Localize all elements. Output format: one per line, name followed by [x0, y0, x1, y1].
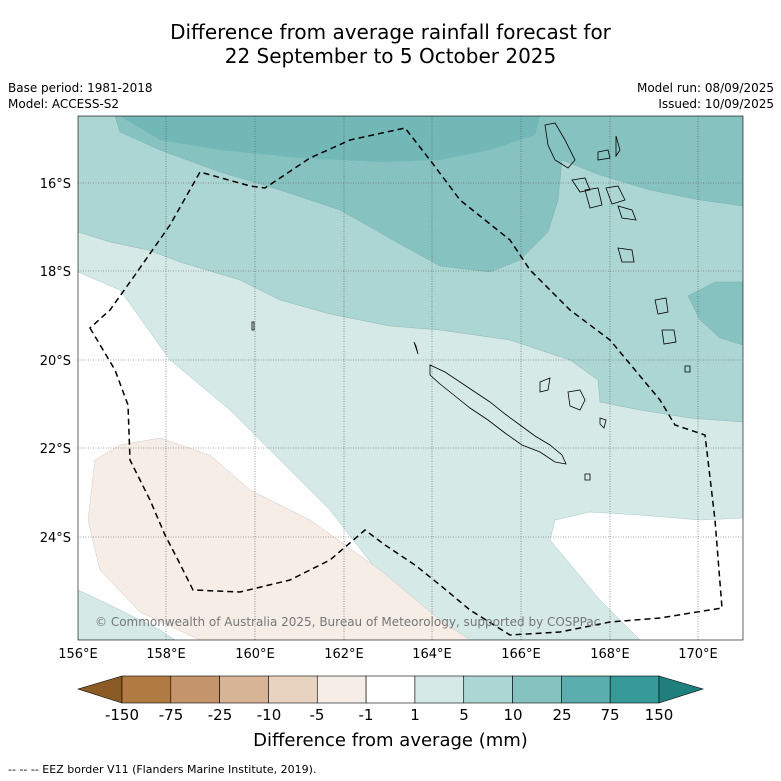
colorbar-tick-label: 75: [600, 706, 619, 724]
new-caledonia-coastline: [429, 364, 567, 465]
contour-neg5-neg1mm: [87, 437, 471, 640]
map-frame: [77, 115, 744, 641]
issued-text: Issued: 10/09/2025: [658, 97, 774, 111]
colorbar-tick-label: -150: [105, 706, 139, 724]
colorbar-tick-label: 10: [503, 706, 522, 724]
colorbar-tick-labels: -150 -75 -25 -10 -5 -1 1 5 10 25 75 150: [105, 706, 673, 724]
contour-1-5mm-southwest: [78, 589, 176, 640]
lon-label-160e: 160°E: [235, 647, 275, 662]
graticule: [78, 116, 743, 640]
copyright-text: © Commonwealth of Australia 2025, Bureau…: [95, 615, 600, 629]
colorbar-tick-label: 25: [552, 706, 571, 724]
colorbar-tick-label: -75: [159, 706, 184, 724]
colorbar-tick-label: 1: [410, 706, 420, 724]
contour-10-25mm-east: [687, 281, 743, 346]
lat-label-22s: 22°S: [40, 442, 71, 457]
colorbar-extend-right: [658, 675, 705, 704]
vanuatu-coastline: [544, 122, 691, 481]
meta-left: Base period: 1981-2018 Model: ACCESS-S2: [8, 80, 153, 112]
coastlines: [251, 122, 691, 481]
colorbar-tick-label: -5: [310, 706, 325, 724]
lon-label-162e: 162°E: [324, 647, 364, 662]
base-period-text: Base period: 1981-2018: [8, 81, 153, 95]
lon-label-170e: 170°E: [678, 647, 718, 662]
contour-5-10mm: [78, 116, 743, 423]
lon-label-168e: 168°E: [590, 647, 630, 662]
lat-label-16s: 16°S: [40, 177, 71, 192]
eez-border: [89, 127, 723, 636]
lat-label-24s: 24°S: [40, 531, 71, 546]
colorbar-title: Difference from average (mm): [253, 730, 528, 751]
lon-label-164e: 164°E: [412, 647, 452, 662]
colorbar-tick-label: 150: [645, 706, 674, 724]
colorbar-extend-left: [76, 675, 123, 704]
colorbar-cell: [609, 675, 660, 704]
model-text: Model: ACCESS-S2: [8, 97, 120, 111]
small-islands: [251, 321, 419, 355]
contour-25-75mm: [120, 116, 540, 162]
colorbar-tick-label: -1: [359, 706, 374, 724]
lat-label-18s: 18°S: [40, 265, 71, 280]
colorbar-cell: [316, 675, 367, 704]
colorbar-cell: [121, 675, 172, 704]
colorbar-tick-label: -10: [257, 706, 282, 724]
title-line-2: 22 September to 5 October 2025: [224, 44, 557, 68]
latitude-labels: 16°S 18°S 20°S 22°S 24°S: [40, 177, 71, 546]
colorbar-cell: [561, 675, 611, 704]
colorbar-cell: [414, 675, 465, 704]
longitude-labels: 156°E 158°E 160°E 162°E 164°E 166°E 168°…: [58, 647, 718, 662]
model-run-text: Model run: 08/09/2025: [636, 81, 774, 95]
colorbar-cell: [170, 675, 220, 704]
contour-10-25mm: [78, 116, 743, 273]
lon-label-158e: 158°E: [146, 647, 186, 662]
colorbar-tick-label: 5: [459, 706, 469, 724]
colorbar-cells: [121, 675, 660, 704]
colorbar-cell: [512, 675, 562, 704]
loyalty-islands-coastline: [539, 377, 607, 429]
lat-label-20s: 20°S: [40, 354, 71, 369]
title-line-1: Difference from average rainfall forecas…: [170, 20, 611, 44]
colorbar-cell: [268, 675, 318, 704]
map-area: © Commonwealth of Australia 2025, Bureau…: [78, 116, 743, 640]
colorbar-cell: [219, 675, 269, 704]
lon-label-166e: 166°E: [501, 647, 541, 662]
eez-legend-note: -- -- -- EEZ border V11 (Flanders Marine…: [8, 763, 317, 776]
colorbar-tick-label: -25: [208, 706, 233, 724]
meta-right: Model run: 08/09/2025 Issued: 10/09/2025: [637, 80, 774, 112]
lon-label-156e: 156°E: [58, 647, 98, 662]
colorbar: -150 -75 -25 -10 -5 -1 1 5 10 25 75 150: [76, 675, 705, 724]
colorbar-cell: [463, 675, 513, 704]
colorbar-cell: [365, 675, 416, 704]
